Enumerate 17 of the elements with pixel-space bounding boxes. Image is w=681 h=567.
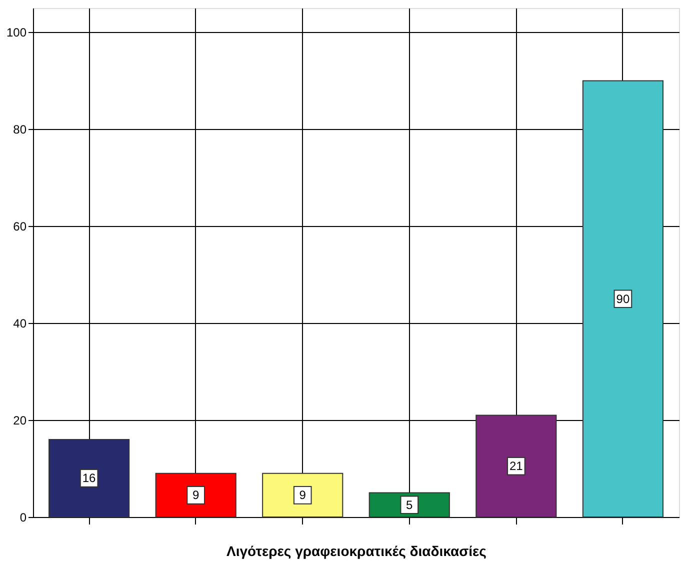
bar	[582, 80, 664, 518]
y-tick-label: 80	[13, 122, 27, 137]
data-label: 5	[406, 498, 414, 512]
bar	[155, 472, 236, 518]
data-label: 21	[509, 459, 524, 474]
data-label: 9	[299, 488, 306, 502]
data-label: 9	[192, 488, 200, 502]
bar	[476, 414, 557, 518]
y-tick-label: 60	[13, 220, 27, 234]
bar	[48, 438, 130, 518]
x-axis-title: Λιγότερες γραφειοκρατικές διαδικασίες	[226, 543, 486, 559]
y-tick-label: 0	[20, 510, 27, 524]
y-tick-label: 100	[6, 26, 27, 40]
y-tick-label: 20	[13, 414, 27, 428]
y-tick-label: 40	[13, 316, 27, 331]
data-label: 90	[616, 292, 630, 306]
data-label: 16	[82, 471, 96, 486]
